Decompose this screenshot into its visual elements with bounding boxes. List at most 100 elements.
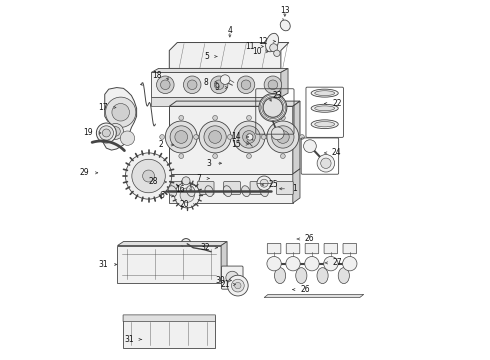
Polygon shape bbox=[281, 68, 288, 97]
FancyBboxPatch shape bbox=[305, 243, 318, 254]
Text: 14: 14 bbox=[231, 132, 241, 141]
Circle shape bbox=[231, 279, 244, 292]
Text: 24: 24 bbox=[332, 148, 342, 157]
Text: 31: 31 bbox=[124, 335, 134, 344]
Circle shape bbox=[271, 127, 284, 140]
Circle shape bbox=[143, 170, 154, 182]
Circle shape bbox=[243, 131, 255, 143]
Circle shape bbox=[305, 257, 319, 271]
Text: 29: 29 bbox=[80, 168, 90, 177]
Polygon shape bbox=[293, 101, 300, 174]
Ellipse shape bbox=[223, 186, 232, 197]
Ellipse shape bbox=[338, 268, 349, 284]
Polygon shape bbox=[118, 246, 221, 283]
Circle shape bbox=[259, 94, 287, 121]
Circle shape bbox=[179, 116, 184, 120]
Circle shape bbox=[125, 153, 172, 199]
Ellipse shape bbox=[311, 120, 338, 129]
Circle shape bbox=[198, 135, 203, 139]
Text: 16: 16 bbox=[175, 185, 184, 194]
FancyBboxPatch shape bbox=[276, 181, 293, 194]
Circle shape bbox=[263, 98, 283, 117]
Text: 8: 8 bbox=[203, 78, 208, 87]
Text: 26: 26 bbox=[301, 285, 310, 294]
Text: 26: 26 bbox=[305, 234, 315, 243]
Circle shape bbox=[246, 154, 251, 158]
Ellipse shape bbox=[260, 186, 269, 197]
Circle shape bbox=[132, 159, 165, 193]
Text: 22: 22 bbox=[333, 99, 342, 108]
Polygon shape bbox=[118, 242, 227, 246]
Ellipse shape bbox=[315, 122, 335, 127]
Ellipse shape bbox=[274, 268, 286, 284]
Text: 4: 4 bbox=[227, 26, 232, 35]
Text: 25: 25 bbox=[268, 180, 278, 189]
Text: 3: 3 bbox=[206, 159, 211, 168]
Text: 30: 30 bbox=[215, 276, 225, 285]
Circle shape bbox=[261, 135, 266, 139]
Text: 21: 21 bbox=[220, 280, 230, 289]
Circle shape bbox=[99, 126, 114, 140]
Text: 11: 11 bbox=[245, 42, 255, 51]
Circle shape bbox=[161, 80, 170, 90]
Ellipse shape bbox=[168, 186, 177, 197]
FancyBboxPatch shape bbox=[343, 243, 357, 254]
Circle shape bbox=[271, 126, 294, 148]
FancyBboxPatch shape bbox=[197, 181, 214, 194]
Ellipse shape bbox=[315, 91, 335, 95]
Text: 7: 7 bbox=[196, 174, 201, 183]
Text: 27: 27 bbox=[333, 258, 343, 267]
Circle shape bbox=[299, 135, 304, 139]
Circle shape bbox=[181, 239, 191, 248]
Circle shape bbox=[107, 123, 123, 139]
Polygon shape bbox=[103, 87, 137, 150]
FancyBboxPatch shape bbox=[324, 243, 338, 254]
Circle shape bbox=[246, 116, 251, 120]
Circle shape bbox=[233, 121, 265, 153]
Circle shape bbox=[194, 135, 198, 139]
Circle shape bbox=[227, 275, 248, 296]
Circle shape bbox=[175, 131, 188, 143]
Circle shape bbox=[267, 257, 281, 271]
Ellipse shape bbox=[205, 186, 213, 197]
Circle shape bbox=[220, 75, 230, 84]
Circle shape bbox=[183, 76, 201, 94]
FancyBboxPatch shape bbox=[268, 243, 281, 254]
Circle shape bbox=[209, 131, 221, 143]
Text: 5: 5 bbox=[204, 52, 209, 61]
Polygon shape bbox=[169, 101, 300, 106]
Text: 32: 32 bbox=[200, 243, 210, 252]
FancyBboxPatch shape bbox=[223, 181, 241, 194]
Polygon shape bbox=[264, 294, 364, 298]
Polygon shape bbox=[293, 169, 300, 203]
Circle shape bbox=[187, 80, 197, 90]
Text: 19: 19 bbox=[83, 129, 93, 138]
Circle shape bbox=[226, 271, 239, 284]
Text: 12: 12 bbox=[258, 37, 268, 46]
Circle shape bbox=[156, 76, 174, 94]
Circle shape bbox=[112, 103, 129, 121]
Circle shape bbox=[235, 282, 241, 289]
Circle shape bbox=[286, 257, 300, 271]
Circle shape bbox=[280, 116, 285, 120]
Circle shape bbox=[260, 179, 268, 187]
Text: 10: 10 bbox=[252, 47, 262, 56]
Circle shape bbox=[165, 121, 197, 153]
Polygon shape bbox=[169, 174, 293, 203]
Circle shape bbox=[213, 116, 218, 120]
Circle shape bbox=[304, 140, 317, 153]
Circle shape bbox=[270, 44, 278, 52]
Circle shape bbox=[317, 154, 335, 172]
Text: 1: 1 bbox=[292, 184, 297, 193]
Circle shape bbox=[199, 121, 231, 153]
Ellipse shape bbox=[187, 186, 195, 197]
Circle shape bbox=[324, 257, 338, 271]
Ellipse shape bbox=[296, 268, 307, 284]
Ellipse shape bbox=[315, 106, 335, 111]
Polygon shape bbox=[151, 72, 281, 97]
Circle shape bbox=[182, 177, 190, 185]
Circle shape bbox=[264, 76, 282, 94]
FancyBboxPatch shape bbox=[221, 266, 243, 289]
Text: 13: 13 bbox=[280, 6, 290, 15]
Circle shape bbox=[160, 135, 165, 139]
